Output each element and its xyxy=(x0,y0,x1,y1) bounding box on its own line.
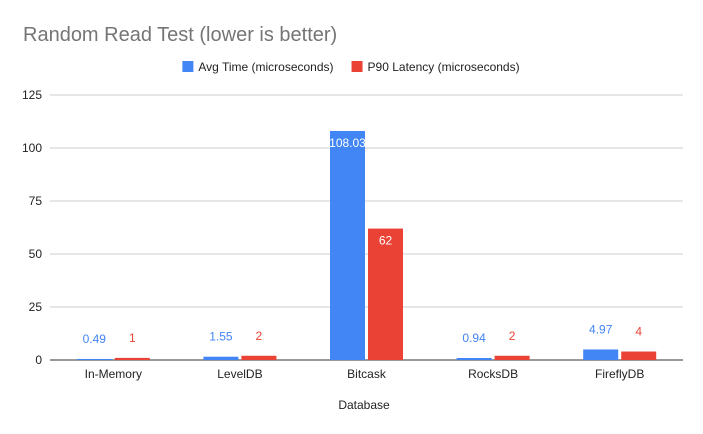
data-label: 0.49 xyxy=(83,332,107,346)
bar-p90-latency xyxy=(368,228,403,360)
y-tick-label: 125 xyxy=(22,88,42,102)
bar-p90-latency xyxy=(621,351,657,360)
x-tick-label: In-Memory xyxy=(85,367,142,381)
x-tick-label: Bitcask xyxy=(347,367,387,381)
data-label: 2 xyxy=(256,329,263,343)
data-label: 4.97 xyxy=(589,322,613,336)
y-tick-label: 25 xyxy=(29,300,43,314)
x-tick-label: RocksDB xyxy=(468,367,518,381)
y-tick-label: 0 xyxy=(35,353,42,367)
chart-title: Random Read Test (lower is better) xyxy=(23,24,337,46)
y-tick-label: 50 xyxy=(29,247,43,261)
data-labels: 0.49 1 1.55 2 108.03 62 0.94 2 4.97 4 xyxy=(83,136,643,346)
bar-p90-latency xyxy=(114,357,150,360)
bar-avg-time xyxy=(76,358,112,360)
bar-avg-time xyxy=(330,130,365,360)
legend-label: Avg Time (microseconds) xyxy=(198,60,333,74)
data-label: 1.55 xyxy=(209,330,233,344)
bars xyxy=(76,130,657,360)
data-label: 62 xyxy=(379,234,393,248)
bar-p90-latency xyxy=(241,355,277,360)
bar-avg-time xyxy=(583,349,619,360)
gridlines xyxy=(50,94,683,361)
data-label: 0.94 xyxy=(462,331,486,345)
data-label: 1 xyxy=(129,331,136,345)
bar-avg-time xyxy=(456,358,492,360)
legend-label: P90 Latency (microseconds) xyxy=(368,60,520,74)
y-tick-label: 100 xyxy=(22,141,42,155)
legend-swatch xyxy=(351,61,363,72)
bar-p90-latency xyxy=(494,355,530,360)
data-label: 2 xyxy=(509,329,516,343)
x-tick-label: FireflyDB xyxy=(595,367,644,381)
y-tick-label: 75 xyxy=(29,194,43,208)
bar-avg-time xyxy=(203,356,239,360)
x-axis-title: Database xyxy=(338,398,390,412)
data-label: 4 xyxy=(635,325,642,339)
data-label: 108.03 xyxy=(329,136,366,150)
y-axis-ticks: 0 25 50 75 100 125 xyxy=(22,88,42,367)
x-axis-ticks: In-Memory LevelDB Bitcask RocksDB FireflyDB xyxy=(85,367,645,381)
legend-swatch xyxy=(182,61,194,72)
x-tick-label: LevelDB xyxy=(217,367,262,381)
legend: Avg Time (microseconds) P90 Latency (micr… xyxy=(182,60,520,74)
